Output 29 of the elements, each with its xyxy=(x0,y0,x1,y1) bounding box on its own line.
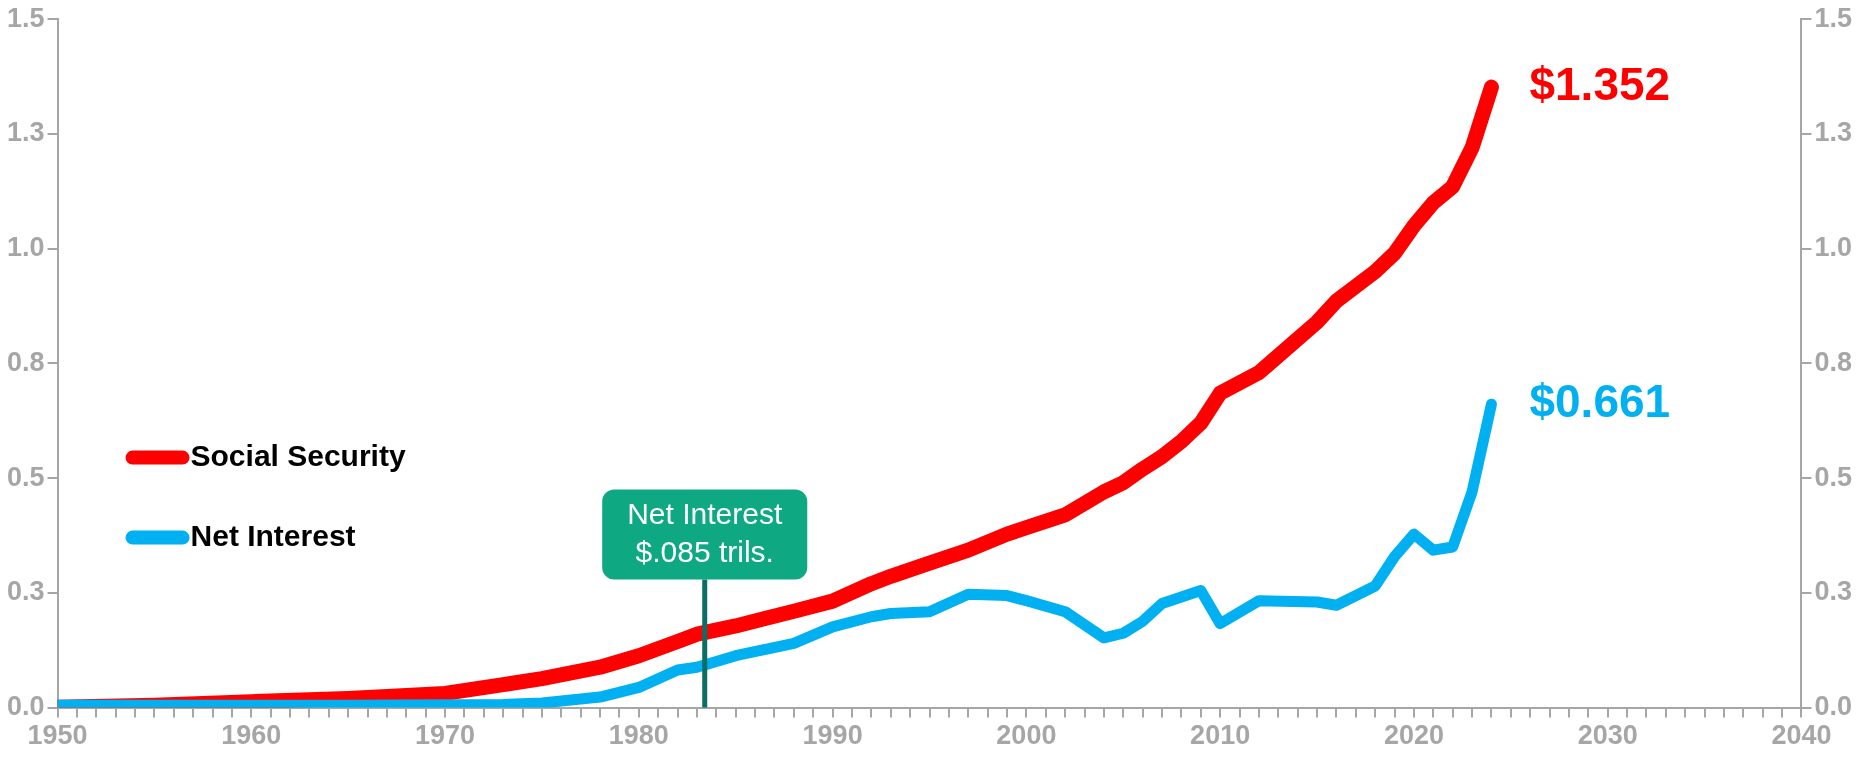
legend-label: Social Security xyxy=(190,438,406,472)
legend-label: Net Interest xyxy=(190,518,356,552)
x-tick-label: 2010 xyxy=(1190,720,1251,751)
y2-tick-label: 1.5 xyxy=(1814,2,1853,33)
x-tick-label: 1990 xyxy=(802,720,863,751)
data-label: $1.352 xyxy=(1529,57,1671,110)
y-tick-label: 1.5 xyxy=(6,2,45,33)
x-tick-label: 1960 xyxy=(221,720,282,751)
y2-tick-label: 1.3 xyxy=(1814,117,1853,148)
y-tick-label: 0.5 xyxy=(6,461,45,492)
y-tick-label: 0.8 xyxy=(6,346,45,377)
y-tick-label: 1.0 xyxy=(6,232,45,263)
y-tick-label: 0.3 xyxy=(6,576,45,607)
x-tick-label: 1950 xyxy=(27,720,88,751)
x-tick-label: 2040 xyxy=(1771,720,1832,751)
x-tick-label: 1970 xyxy=(415,720,476,751)
y2-tick-label: 0.5 xyxy=(1814,461,1853,492)
y-tick-label: 1.3 xyxy=(6,117,45,148)
y2-tick-label: 0.8 xyxy=(1814,346,1853,377)
x-tick-label: 2030 xyxy=(1577,720,1638,751)
x-tick-label: 1980 xyxy=(608,720,669,751)
y2-tick-label: 1.0 xyxy=(1814,232,1853,263)
y2-tick-label: 0.0 xyxy=(1814,691,1853,722)
y-tick-label: 0.0 xyxy=(6,691,45,722)
y2-tick-label: 0.3 xyxy=(1814,576,1853,607)
x-tick-label: 2000 xyxy=(996,720,1057,751)
data-label: $0.661 xyxy=(1529,374,1671,427)
ref-line-label: Net Interest $.085 trils. xyxy=(627,496,783,568)
x-tick-label: 2020 xyxy=(1383,720,1444,751)
